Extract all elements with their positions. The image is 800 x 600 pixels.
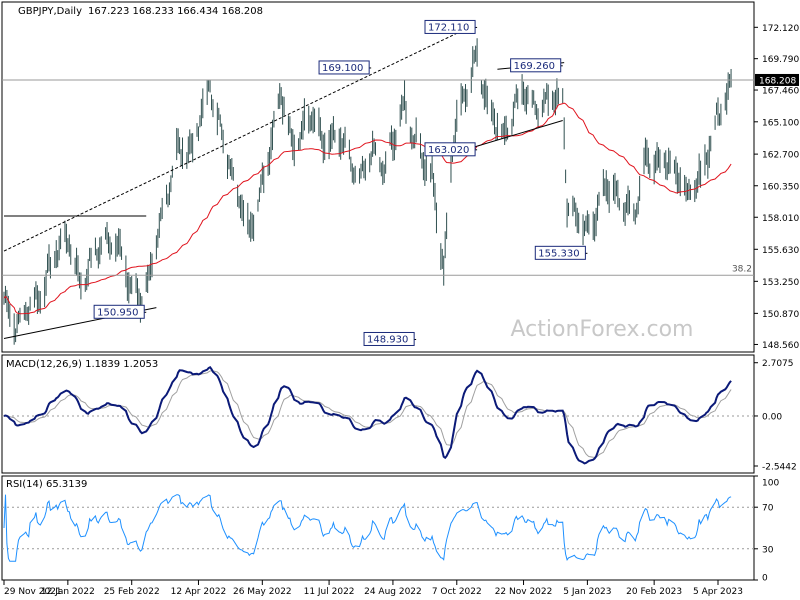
chart-header-symbol: GBPJPY,Daily (18, 6, 82, 17)
macd-title: MACD(12,26,9) 1.1839 1.2053 (6, 359, 158, 370)
x-tick-label: 25 Feb 2022 (104, 587, 160, 597)
price-tick-label: 148.560 (762, 341, 799, 351)
rsi-tick-label: 70 (762, 504, 774, 514)
price-tick-label: 158.010 (762, 214, 799, 224)
x-tick-label: 11 Jul 2022 (304, 587, 355, 597)
rsi-panel (1, 475, 755, 581)
price-tick-label: 153.250 (762, 278, 799, 288)
price-tick-label: 169.790 (762, 55, 799, 65)
current-price-tag (755, 73, 799, 86)
macd-line (3, 366, 732, 465)
x-tick-label: 22 Nov 2022 (495, 587, 553, 597)
price-label: 150.950 (97, 307, 138, 318)
x-tick-label: 5 Jan 2023 (563, 587, 611, 597)
macd-tick-label: -2.5442 (762, 463, 797, 473)
x-tick-label: 24 Aug 2022 (364, 587, 422, 597)
macd-tick-label: 2.7075 (762, 359, 794, 369)
price-label-box (424, 19, 476, 34)
fib-label: 38.2 (732, 264, 752, 274)
price-tick-label: 160.350 (762, 182, 799, 192)
price-tick-label: 165.100 (762, 118, 799, 128)
rsi-line (3, 494, 732, 562)
price-label: 169.100 (322, 63, 363, 74)
chart-header-ohlc: 167.223 168.233 166.434 168.208 (88, 6, 263, 17)
price-panel (1, 1, 755, 353)
price-label: 163.020 (428, 145, 469, 156)
price-label-box (510, 58, 562, 73)
price-label: 169.260 (514, 61, 555, 72)
price-tick-label: 172.120 (762, 24, 799, 34)
price-tick-label: 155.630 (762, 246, 799, 256)
moving-average-line (3, 102, 732, 315)
price-label: 148.930 (367, 334, 408, 345)
rsi-title: RSI(14) 65.3139 (6, 479, 87, 490)
x-tick-label: 20 Feb 2023 (626, 587, 682, 597)
x-tick-label: 12 Apr 2022 (171, 587, 227, 597)
current-price-label: 168.208 (759, 76, 796, 86)
macd-tick-label: 0.00 (762, 412, 782, 422)
macd-panel (1, 354, 755, 474)
x-tick-label: 26 May 2022 (233, 587, 292, 597)
price-label: 172.110 (428, 22, 469, 33)
macd-signal-line (3, 370, 732, 458)
watermark: ActionForex.com (511, 317, 694, 342)
rising-support-line (463, 119, 563, 151)
price-label-box (363, 331, 415, 346)
rsi-tick-label: 30 (762, 545, 774, 555)
price-label-box (93, 304, 145, 319)
channel-trendline (3, 23, 478, 252)
price-label-box (424, 142, 476, 157)
price-tick-label: 150.870 (762, 310, 799, 320)
rsi-tick-label: 100 (762, 479, 779, 489)
price-tick-label: 167.460 (762, 87, 799, 97)
price-label-box (318, 60, 370, 75)
x-tick-label: 5 Apr 2023 (693, 587, 743, 597)
x-tick-label: 29 Nov 2021 (4, 587, 62, 597)
price-tick-label: 162.700 (762, 151, 799, 161)
price-label: 155.330 (538, 248, 579, 259)
x-tick-label: 12 Jan 2022 (41, 587, 95, 597)
rsi-tick-label: 0 (762, 574, 768, 584)
price-label-box (534, 245, 586, 260)
x-tick-label: 7 Oct 2022 (432, 587, 482, 597)
